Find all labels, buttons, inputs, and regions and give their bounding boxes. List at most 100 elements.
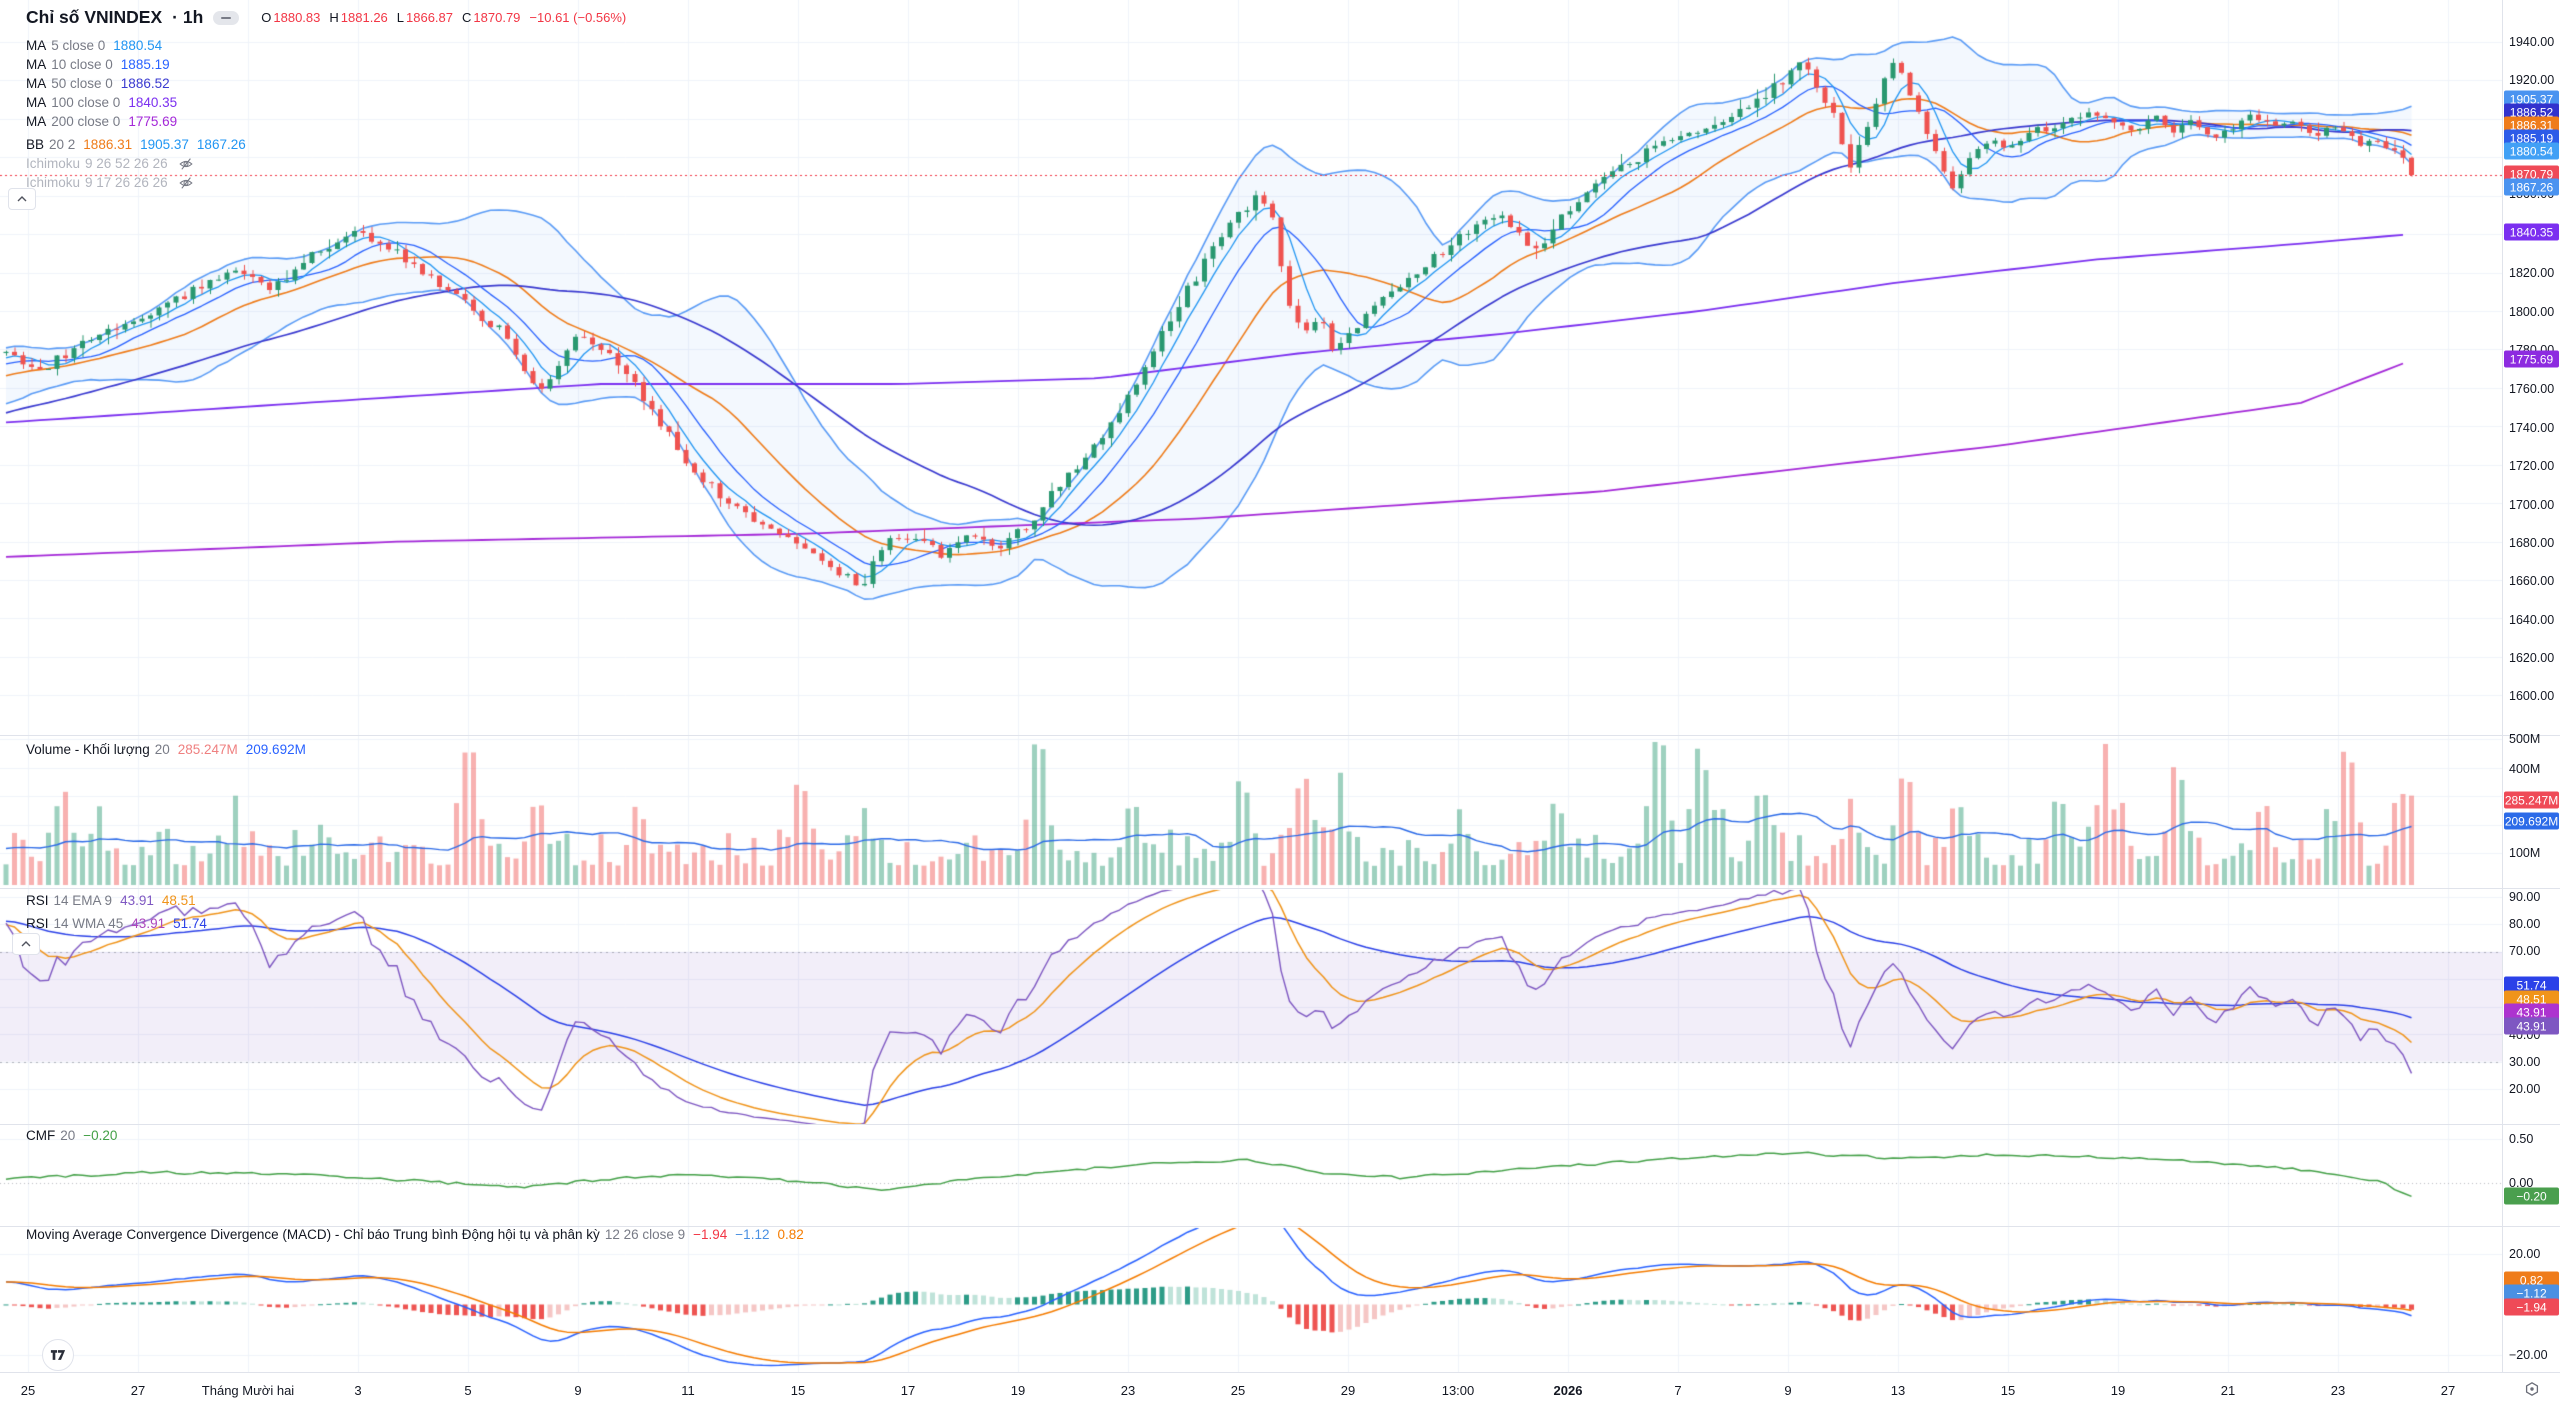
- axis-tick: 1940.00: [2509, 35, 2555, 49]
- rsi-legend: RSI 14 EMA 9 43.91 48.51 RSI 14 WMA 45 43.…: [26, 891, 207, 933]
- time-label: 7: [1674, 1383, 1682, 1398]
- price-badge: 43.91: [2504, 1003, 2559, 1021]
- axis-tick: 20.00: [2509, 1247, 2541, 1261]
- price-badge: 43.91: [2504, 1017, 2559, 1035]
- legend-expand-button[interactable]: [8, 188, 36, 210]
- axis-tick: 1720.00: [2509, 459, 2555, 473]
- time-label: Tháng Mười hai: [201, 1383, 295, 1398]
- time-axis-border: [0, 1372, 2560, 1373]
- price-badge: 1885.19: [2504, 129, 2559, 147]
- axis-tick: 1820.00: [2509, 266, 2555, 280]
- axis-tick: 70.00: [2509, 944, 2541, 958]
- indicator-row-ma10[interactable]: MA 10 close 0 1885.19: [26, 57, 170, 72]
- axis-tick: −20.00: [2509, 1348, 2548, 1362]
- time-label: 23: [1120, 1383, 1136, 1398]
- axis-tick: 1920.00: [2509, 73, 2555, 87]
- price-badge: 1880.54: [2504, 142, 2559, 160]
- pane-divider[interactable]: [0, 735, 2560, 736]
- time-label: 29: [1340, 1383, 1356, 1398]
- cmf-legend[interactable]: CMF 20 −0.20: [26, 1128, 118, 1143]
- time-label: 15: [790, 1383, 806, 1398]
- axis-tick: 0.00: [2509, 1176, 2534, 1190]
- time-label: 15: [2000, 1383, 2016, 1398]
- pane-divider[interactable]: [0, 1226, 2560, 1227]
- axis-tick: 1700.00: [2509, 498, 2555, 512]
- interval-label[interactable]: · 1h: [172, 7, 204, 27]
- indicator-row-ichimoku-2[interactable]: Ichimoku 9 17 26 26 26: [26, 173, 626, 192]
- price-axis-border: [2502, 0, 2503, 1410]
- axis-tick: 100M: [2509, 846, 2541, 860]
- indicator-row-bb[interactable]: BB 20 2 1886.31 1905.37 1867.26: [26, 137, 246, 152]
- axis-tick: 1600.00: [2509, 689, 2555, 703]
- change-value: −10.61 (−0.56%): [529, 10, 627, 25]
- time-axis[interactable]: 25 27 Tháng Mười hai 3 5 9 11 15 17 19 23 25 29 13:00…: [0, 1373, 2560, 1410]
- price-badge: 1905.37: [2504, 90, 2559, 108]
- price-badge: 1886.52: [2504, 103, 2559, 121]
- price-badge: 285.247M: [2504, 791, 2559, 809]
- indicator-row-rsi-ema[interactable]: RSI 14 EMA 9 43.91 48.51: [26, 893, 196, 908]
- time-label: 17: [900, 1383, 916, 1398]
- price-axis[interactable]: 1940.001920.001860.001820.001800.001780.…: [2503, 0, 2560, 1372]
- time-label: 23: [2330, 1383, 2346, 1398]
- indicator-row-ma5[interactable]: MA 5 close 0 1880.54: [26, 38, 163, 53]
- price-badge: 209.692M: [2504, 812, 2559, 830]
- price-badge: 1870.79: [2504, 165, 2559, 183]
- macd-legend[interactable]: Moving Average Convergence Divergence (M…: [26, 1227, 804, 1242]
- indicator-row-ma200[interactable]: MA 200 close 0 1775.69: [26, 114, 178, 129]
- axis-tick: 1760.00: [2509, 382, 2555, 396]
- axis-tick: 30.00: [2509, 1055, 2541, 1069]
- axis-tick: 20.00: [2509, 1082, 2541, 1096]
- time-label: 9: [1784, 1383, 1792, 1398]
- indicator-row-rsi-wma[interactable]: RSI 14 WMA 45 43.91 51.74: [26, 916, 207, 931]
- axis-settings-icon[interactable]: [2524, 1381, 2540, 1397]
- time-label: 21: [2220, 1383, 2236, 1398]
- eye-hidden-icon[interactable]: [178, 176, 193, 190]
- eye-hidden-icon[interactable]: [178, 157, 193, 171]
- tradingview-logo[interactable]: [42, 1339, 74, 1371]
- indicator-row-ichimoku-1[interactable]: Ichimoku 9 26 52 26 26: [26, 154, 626, 173]
- time-label: 11: [681, 1383, 695, 1398]
- price-badge: 1886.31: [2504, 116, 2559, 134]
- axis-tick: 80.00: [2509, 917, 2541, 931]
- axis-tick: 1740.00: [2509, 421, 2555, 435]
- indicator-row-ma100[interactable]: MA 100 close 0 1840.35: [26, 95, 178, 110]
- axis-tick: 90.00: [2509, 890, 2541, 904]
- pane-divider[interactable]: [0, 1124, 2560, 1125]
- time-label: 19: [1010, 1383, 1026, 1398]
- price-badge: −1.94: [2504, 1298, 2559, 1316]
- price-badge: 48.51: [2504, 990, 2559, 1008]
- axis-tick: 1660.00: [2509, 574, 2555, 588]
- price-badge: 1840.35: [2504, 223, 2559, 241]
- ohlc-values: O 1880.83 H 1881.26 L 1866.87 C 1870.79 −10.…: [261, 10, 627, 25]
- price-badge: 1775.69: [2504, 350, 2559, 368]
- symbol-title[interactable]: Chỉ số VNINDEX: [26, 7, 163, 27]
- rsi-pane-expand-button[interactable]: [12, 933, 40, 955]
- time-label: 25: [1230, 1383, 1246, 1398]
- price-badge: 1867.26: [2504, 178, 2559, 196]
- price-badge: 0.82: [2504, 1271, 2559, 1289]
- axis-tick: 1620.00: [2509, 651, 2555, 665]
- time-label: 27: [2440, 1383, 2456, 1398]
- axis-tick: 1680.00: [2509, 536, 2555, 550]
- price-badge: 51.74: [2504, 976, 2559, 994]
- axis-tick: 400M: [2509, 762, 2541, 776]
- time-label: 27: [130, 1383, 146, 1398]
- time-label: 5: [464, 1383, 472, 1398]
- chart-canvas[interactable]: [0, 0, 2502, 1372]
- indicator-row-ma50[interactable]: MA 50 close 0 1886.52: [26, 76, 170, 91]
- time-label: 9: [574, 1383, 582, 1398]
- volume-legend[interactable]: Volume - Khối lượng 20 285.247M 209.692M: [26, 742, 306, 757]
- price-badge: −0.20: [2504, 1187, 2559, 1205]
- time-label: 19: [2110, 1383, 2126, 1398]
- time-label: 3: [354, 1383, 362, 1398]
- axis-tick: 1800.00: [2509, 305, 2555, 319]
- time-label: 13:00: [1441, 1383, 1475, 1398]
- axis-tick: 1640.00: [2509, 613, 2555, 627]
- price-badge: −1.12: [2504, 1284, 2559, 1302]
- time-label: 2026: [1553, 1383, 1583, 1398]
- legend-collapse-button[interactable]: [213, 10, 240, 25]
- axis-tick: 500M: [2509, 732, 2541, 746]
- pane-divider[interactable]: [0, 888, 2560, 889]
